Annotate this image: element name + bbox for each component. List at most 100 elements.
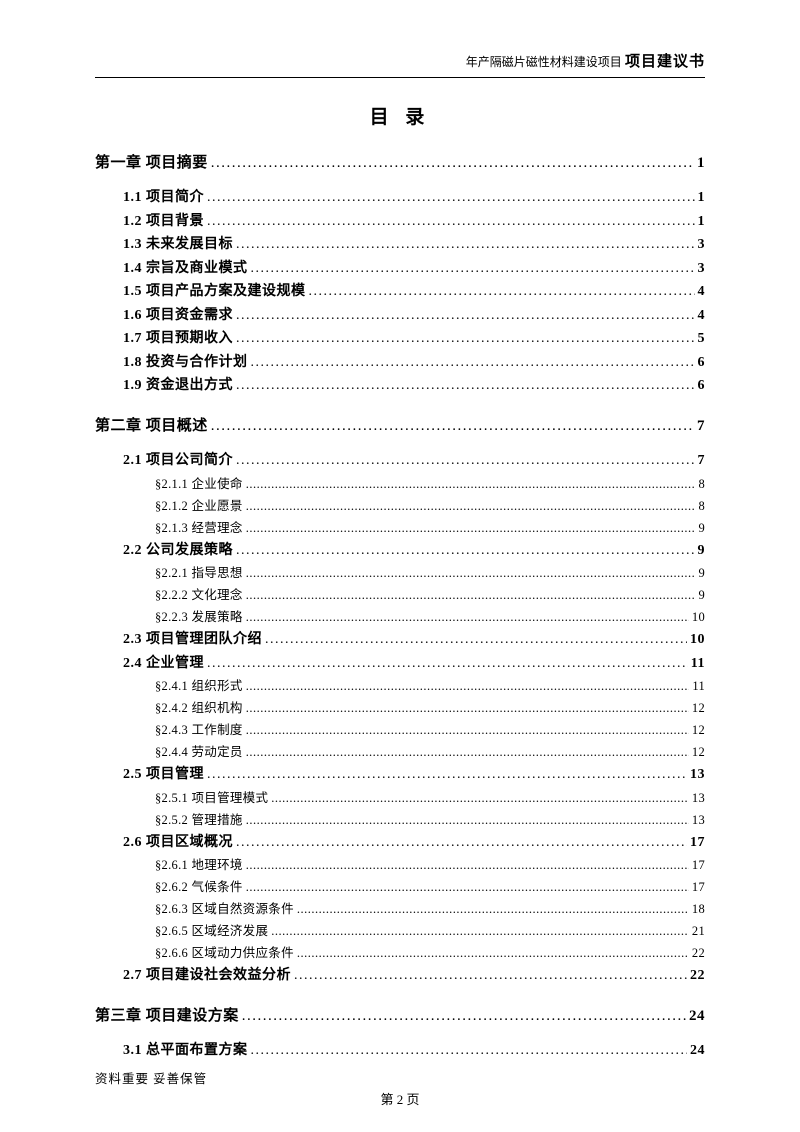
toc-subsection: §2.1.1 企业使命.............................… xyxy=(155,473,705,492)
toc-dots: ........................................… xyxy=(251,355,695,371)
toc-label: 1.9 资金退出方式 xyxy=(123,374,233,394)
toc-subsection: §2.6.2 气候条件.............................… xyxy=(155,876,705,895)
page-header: 年产隔磁片磁性材料建设项目 项目建议书 xyxy=(95,50,705,78)
toc-label: §2.6.1 地理环境 xyxy=(155,854,243,873)
toc-page: 11 xyxy=(692,679,705,694)
toc-page: 3 xyxy=(698,237,706,253)
toc-subsection: §2.1.3 经营理念.............................… xyxy=(155,517,705,536)
toc-chapter: 第一章 项目摘要................................… xyxy=(95,151,705,172)
toc-page: 12 xyxy=(692,723,705,738)
toc-page: 22 xyxy=(690,968,705,984)
toc-dots: ........................................… xyxy=(211,155,694,172)
toc-subsection: §2.6.5 区域经济发展...........................… xyxy=(155,920,705,939)
toc-dots: ........................................… xyxy=(271,924,689,939)
toc-label: 1.3 未来发展目标 xyxy=(123,233,233,253)
toc-subsection: §2.4.3 工作制度.............................… xyxy=(155,719,705,738)
toc-label: §2.4.3 工作制度 xyxy=(155,719,243,738)
toc-dots: ........................................… xyxy=(246,499,696,514)
toc-dots: ........................................… xyxy=(246,723,689,738)
toc-page: 3 xyxy=(698,261,706,277)
toc-label: 1.4 宗旨及商业模式 xyxy=(123,257,248,277)
toc-section: 2.2 公司发展策略..............................… xyxy=(123,539,705,559)
toc-section: 1.1 项目简介................................… xyxy=(123,186,705,206)
toc-chapter: 第三章 项目建设方案..............................… xyxy=(95,1004,705,1025)
toc-section: 2.6 项目区域概况..............................… xyxy=(123,831,705,851)
toc-dots: ........................................… xyxy=(246,588,696,603)
toc-label: 第三章 项目建设方案 xyxy=(95,1004,239,1025)
toc-section: 2.1 项目公司简介..............................… xyxy=(123,449,705,469)
toc-subsection: §2.4.2 组织机构.............................… xyxy=(155,697,705,716)
toc-subsection: §2.6.1 地理环境.............................… xyxy=(155,854,705,873)
toc-dots: ........................................… xyxy=(309,284,695,300)
toc-label: 第一章 项目摘要 xyxy=(95,151,208,172)
toc-label: §2.5.2 管理措施 xyxy=(155,809,243,828)
toc-page: 1 xyxy=(697,155,705,172)
toc-label: §2.1.2 企业愿景 xyxy=(155,495,243,514)
toc-dots: ........................................… xyxy=(297,902,689,917)
toc-page: 7 xyxy=(698,453,706,469)
toc-label: §2.4.4 劳动定员 xyxy=(155,741,243,760)
toc-subsection: §2.5.2 管理措施.............................… xyxy=(155,809,705,828)
toc-page: 17 xyxy=(692,880,705,895)
toc-label: §2.6.5 区域经济发展 xyxy=(155,920,268,939)
toc-label: §2.1.1 企业使命 xyxy=(155,473,243,492)
toc-dots: ........................................… xyxy=(236,378,695,394)
toc-subsection: §2.2.1 指导思想.............................… xyxy=(155,562,705,581)
toc-page: 4 xyxy=(698,308,706,324)
toc-dots: ........................................… xyxy=(246,610,689,625)
toc-page: 24 xyxy=(689,1008,705,1025)
toc-subsection: §2.4.1 组织形式.............................… xyxy=(155,675,705,694)
footer-note: 资料重要 妥善保管 xyxy=(95,1068,207,1087)
toc-section: 1.4 宗旨及商业模式.............................… xyxy=(123,257,705,277)
toc-dots: ........................................… xyxy=(246,679,690,694)
toc-label: 1.6 项目资金需求 xyxy=(123,304,233,324)
toc-label: §2.2.3 发展策略 xyxy=(155,606,243,625)
header-subtitle: 年产隔磁片磁性材料建设项目 xyxy=(466,55,622,69)
toc-page: 7 xyxy=(697,418,705,435)
toc-chapter: 第二章 项目概述................................… xyxy=(95,414,705,435)
toc-subsection: §2.1.2 企业愿景.............................… xyxy=(155,495,705,514)
toc-dots: ........................................… xyxy=(246,477,696,492)
toc-dots: ........................................… xyxy=(207,190,695,206)
toc-page: 8 xyxy=(698,477,705,492)
page: 年产隔磁片磁性材料建设项目 项目建议书 目 录 第一章 项目摘要........… xyxy=(0,0,800,1132)
toc-page: 9 xyxy=(698,543,706,559)
toc-dots: ........................................… xyxy=(297,946,689,961)
toc-dots: ........................................… xyxy=(211,418,694,435)
toc-page: 24 xyxy=(690,1043,705,1059)
toc-dots: ........................................… xyxy=(236,835,687,851)
toc-label: 2.1 项目公司简介 xyxy=(123,449,233,469)
toc-dots: ........................................… xyxy=(294,968,687,984)
toc-page: 10 xyxy=(692,610,705,625)
toc-label: 2.5 项目管理 xyxy=(123,763,204,783)
toc-label: §2.2.1 指导思想 xyxy=(155,562,243,581)
toc-page: 8 xyxy=(698,499,705,514)
toc-page: 9 xyxy=(698,566,705,581)
toc-page: 1 xyxy=(698,214,706,230)
toc-section: 2.4 企业管理................................… xyxy=(123,652,705,672)
toc-label: 2.4 企业管理 xyxy=(123,652,204,672)
header-title: 项目建议书 xyxy=(625,54,705,70)
toc-container: 第一章 项目摘要................................… xyxy=(95,151,705,1059)
toc-label: §2.4.2 组织机构 xyxy=(155,697,243,716)
toc-page: 12 xyxy=(692,745,705,760)
toc-page: 21 xyxy=(692,924,705,939)
toc-dots: ........................................… xyxy=(246,701,689,716)
toc-dots: ........................................… xyxy=(207,656,688,672)
toc-label: §2.5.1 项目管理模式 xyxy=(155,787,268,806)
toc-dots: ........................................… xyxy=(236,331,695,347)
toc-label: 2.2 公司发展策略 xyxy=(123,539,233,559)
toc-dots: ........................................… xyxy=(207,214,695,230)
toc-page: 6 xyxy=(698,378,706,394)
toc-title: 目 录 xyxy=(95,102,705,129)
toc-dots: ........................................… xyxy=(236,543,695,559)
toc-page: 4 xyxy=(698,284,706,300)
toc-label: §2.2.2 文化理念 xyxy=(155,584,243,603)
toc-subsection: §2.6.6 区域动力供应条件.........................… xyxy=(155,942,705,961)
toc-subsection: §2.5.1 项目管理模式...........................… xyxy=(155,787,705,806)
footer-pagenum: 第 2 页 xyxy=(0,1089,800,1108)
toc-label: 1.8 投资与合作计划 xyxy=(123,351,248,371)
toc-dots: ........................................… xyxy=(246,880,689,895)
toc-dots: ........................................… xyxy=(246,813,689,828)
toc-label: §2.6.3 区域自然资源条件 xyxy=(155,898,294,917)
